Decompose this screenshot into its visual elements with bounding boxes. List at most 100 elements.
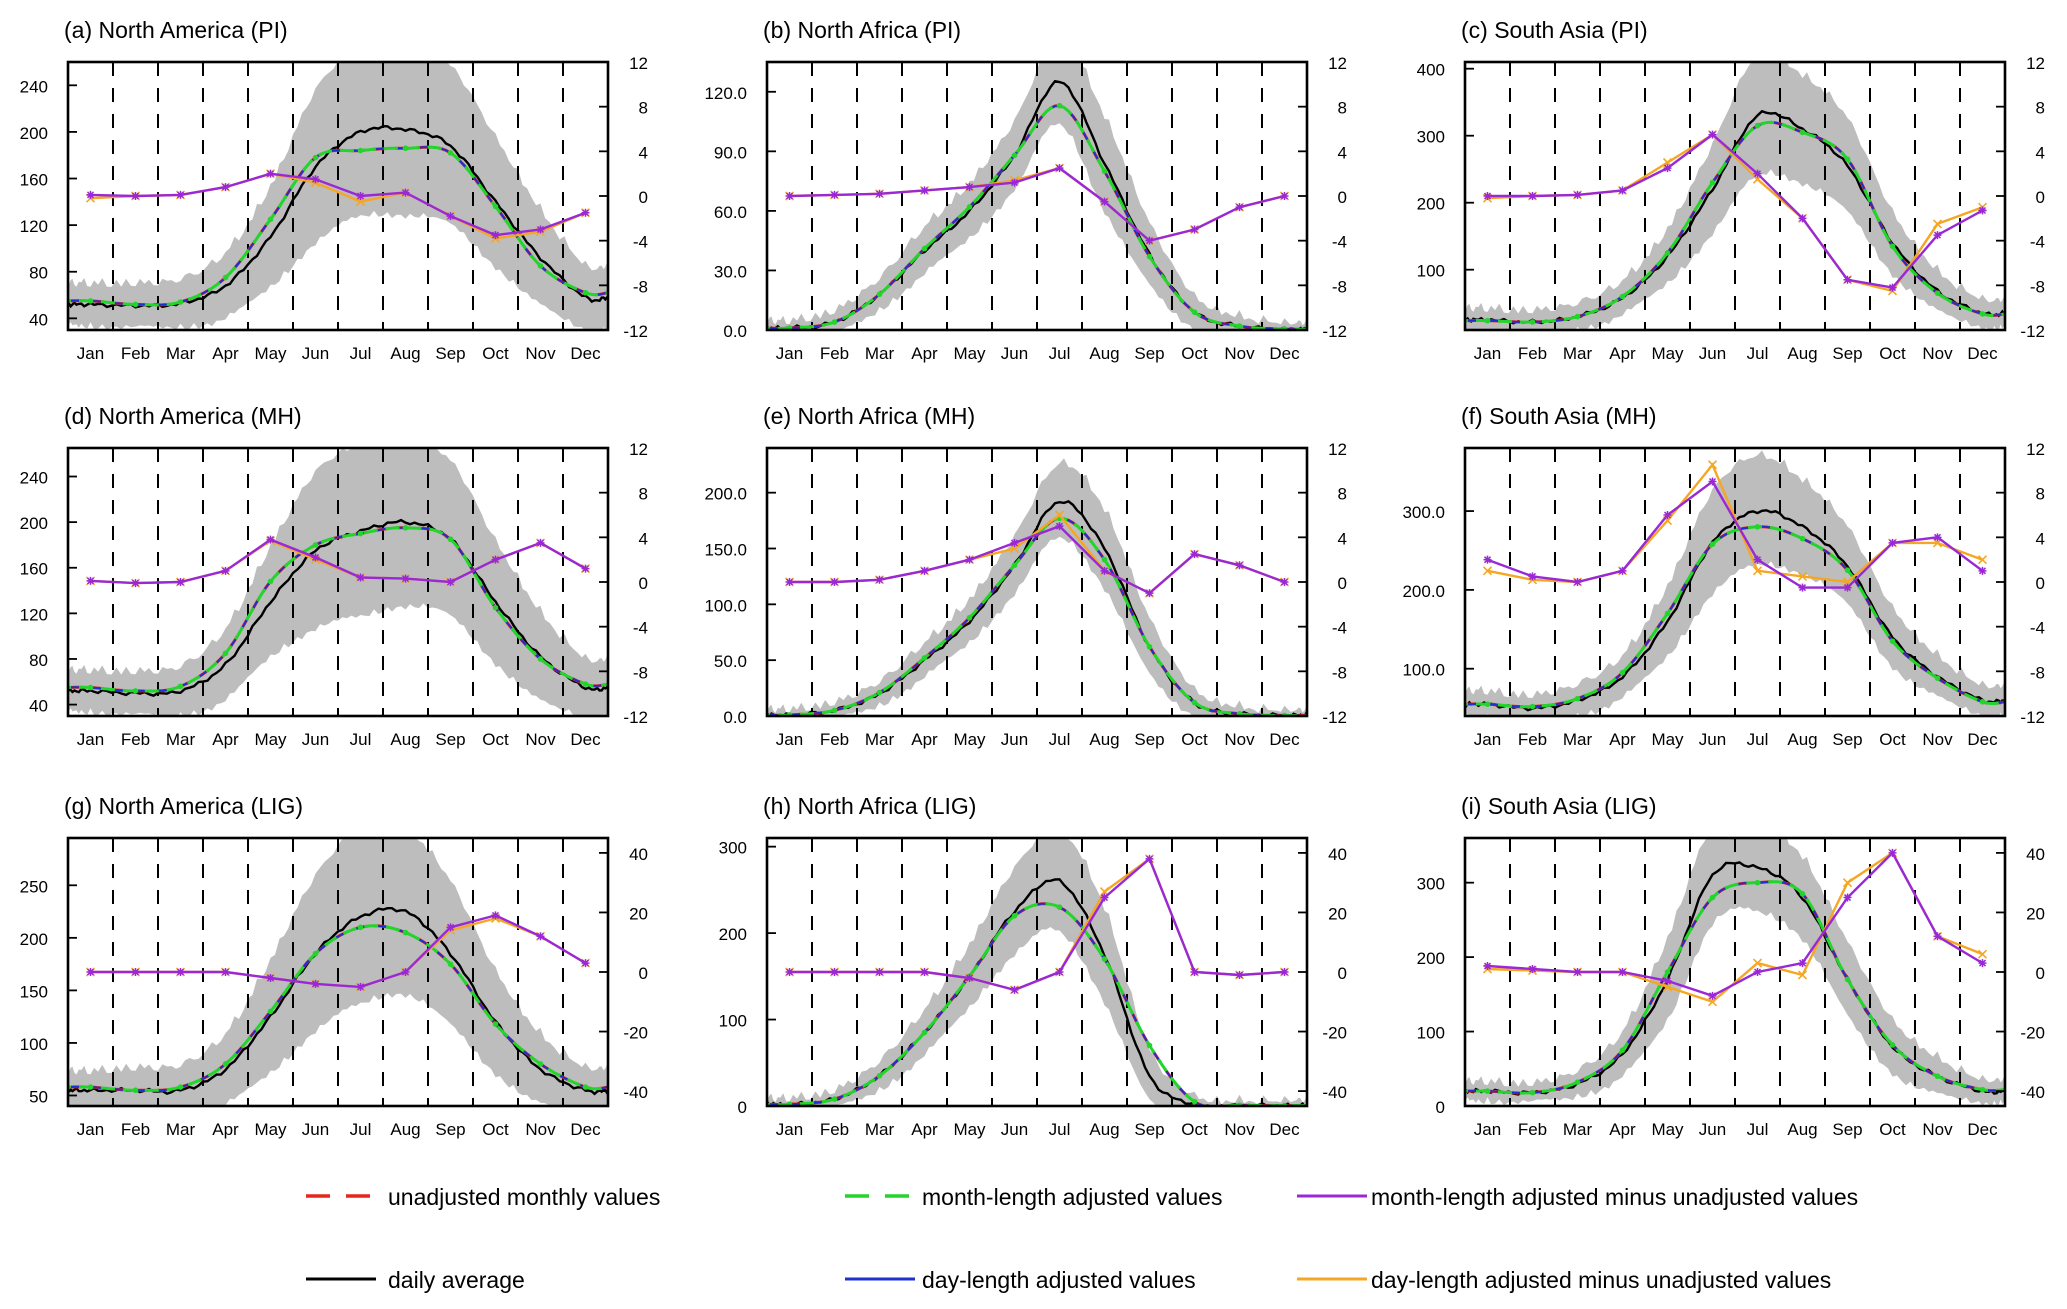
y2-tick-label: -20 <box>623 1024 648 1043</box>
diff-month-point <box>1978 206 1987 215</box>
diff-month-point <box>1280 192 1289 200</box>
panel-3: (d) North America (MH)4080120160200240-1… <box>20 403 648 749</box>
month-length-point <box>1574 313 1581 320</box>
diff-month-point <box>1708 130 1717 139</box>
diff-month-point <box>221 968 230 976</box>
month-length-point <box>1146 253 1153 260</box>
y2-tick-label: 0 <box>1338 188 1347 207</box>
diff-month-point <box>1798 583 1807 592</box>
y-tick-label: 250 <box>20 877 48 896</box>
diff-month-point <box>1798 959 1807 968</box>
diff-month-point <box>131 192 140 200</box>
x-tick-label: Dec <box>570 730 601 749</box>
diff-month-point <box>266 973 275 982</box>
y2-tick-label: -4 <box>1332 233 1347 252</box>
month-length-point <box>831 1096 838 1102</box>
month-length-point <box>921 245 928 252</box>
diff-month-point <box>1708 477 1717 486</box>
x-tick-label: Feb <box>820 730 849 749</box>
x-tick-label: Jan <box>1474 344 1501 363</box>
x-tick-label: Jun <box>302 344 329 363</box>
legend-item-diff-day: day-length adjusted minus unadjusted val… <box>1297 1267 1831 1293</box>
x-tick-label: Mar <box>166 1120 196 1139</box>
y2-tick-label: -20 <box>2020 1024 2045 1043</box>
y-tick-label: 200.0 <box>1402 582 1445 601</box>
month-length-point <box>876 1072 883 1079</box>
legend-item-month-length: month-length adjusted values <box>845 1184 1222 1210</box>
x-tick-label: Jul <box>350 1120 372 1139</box>
x-tick-label: Apr <box>911 730 938 749</box>
diff-month-point <box>1978 566 1987 575</box>
x-tick-label: Dec <box>1269 1120 1300 1139</box>
diff-month-line <box>789 166 1285 243</box>
diff-month-point <box>536 225 545 234</box>
y-tick-label: 120 <box>20 605 48 624</box>
x-tick-label: Feb <box>1518 344 1547 363</box>
diff-month-point <box>785 968 794 976</box>
diff-month-point <box>1055 522 1064 531</box>
month-length-point <box>1191 1098 1198 1105</box>
diff-month-point <box>536 538 545 547</box>
diff-month-point <box>311 979 320 988</box>
diff-month-point <box>965 183 974 192</box>
diff-month-point <box>830 968 839 976</box>
month-length-point <box>1799 535 1806 542</box>
y2-tick-label: -40 <box>1322 1083 1347 1102</box>
x-tick-label: Apr <box>911 1120 938 1139</box>
diff-month-point <box>1663 511 1672 519</box>
x-tick-label: Jul <box>1747 1120 1769 1139</box>
x-tick-label: Apr <box>1609 344 1636 363</box>
diff-month-point <box>1618 968 1627 976</box>
month-length-point <box>582 681 589 687</box>
diff-month-point <box>1663 976 1672 985</box>
month-length-point <box>312 542 319 548</box>
month-length-point <box>1664 969 1671 975</box>
y-tick-label: 40 <box>29 310 48 329</box>
month-length-point <box>1011 913 1018 919</box>
x-tick-label: Oct <box>1879 344 1906 363</box>
diff-month-point <box>401 968 410 976</box>
diff-month-point <box>1483 555 1492 564</box>
month-length-point <box>1979 699 1986 705</box>
diff-month-point <box>1843 583 1852 592</box>
month-length-point <box>447 961 454 967</box>
x-tick-label: Mar <box>1563 1120 1593 1139</box>
x-tick-label: May <box>953 730 986 749</box>
x-tick-label: May <box>1651 730 1684 749</box>
x-tick-label: Mar <box>865 344 895 363</box>
x-tick-label: Aug <box>390 730 420 749</box>
y2-tick-label: -8 <box>2030 663 2045 682</box>
x-tick-label: Jul <box>1747 730 1769 749</box>
x-tick-label: Jan <box>776 344 803 363</box>
legend-item-daily: daily average <box>306 1267 525 1293</box>
month-length-point <box>177 1084 184 1090</box>
month-length-point <box>312 154 319 161</box>
y-tick-label: 240 <box>20 77 48 96</box>
x-tick-label: Nov <box>1922 1120 1953 1139</box>
diff-month-line <box>1487 850 1984 998</box>
x-tick-label: Oct <box>1879 1120 1906 1139</box>
diff-day-point <box>1752 566 1763 576</box>
x-tick-label: Jun <box>1001 730 1028 749</box>
diff-month-point <box>1933 932 1942 941</box>
month-length-point <box>1574 1079 1581 1085</box>
y-tick-label: 200 <box>20 930 48 949</box>
month-length-line <box>1465 120 2005 324</box>
y-tick-label: 160 <box>20 560 48 579</box>
x-tick-label: May <box>1651 1120 1684 1139</box>
y-tick-label: 100.0 <box>1402 661 1445 680</box>
month-length-line <box>767 104 1307 330</box>
y-tick-label: 120.0 <box>704 84 747 103</box>
x-tick-label: Mar <box>1563 730 1593 749</box>
y-tick-label: 80 <box>29 651 48 670</box>
month-length-point <box>402 929 409 936</box>
y2-tick-label: -8 <box>633 663 648 682</box>
y2-tick-label: 0 <box>2036 574 2045 593</box>
y2-tick-label: -4 <box>633 233 648 252</box>
diff-month-point <box>356 573 365 582</box>
x-tick-label: Dec <box>570 344 601 363</box>
diff-month-point <box>830 578 839 586</box>
diff-month-point <box>581 959 590 968</box>
x-tick-label: Oct <box>1181 1120 1208 1139</box>
x-tick-label: Dec <box>1269 730 1300 749</box>
